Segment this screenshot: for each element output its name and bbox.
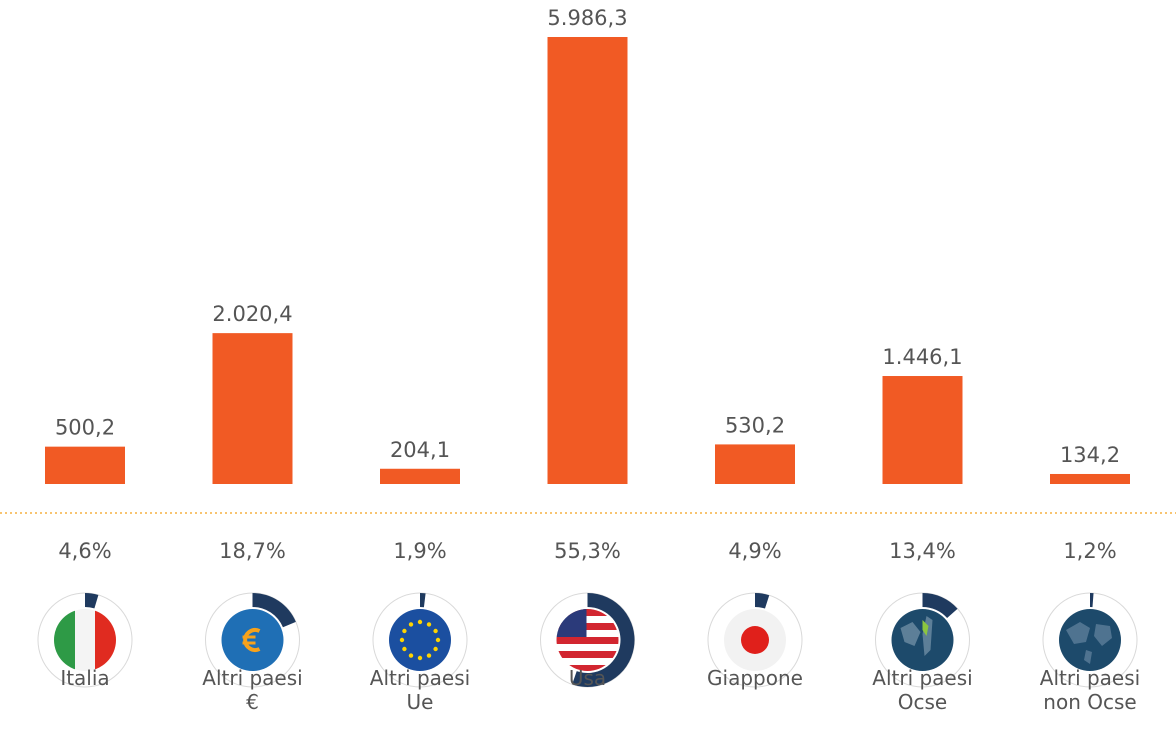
flag-part xyxy=(556,637,619,644)
flag-part xyxy=(741,626,769,654)
euro-sign xyxy=(243,628,261,652)
flag-part xyxy=(556,644,619,651)
bar xyxy=(380,468,460,484)
share-arc xyxy=(572,593,635,687)
star xyxy=(399,637,405,643)
bar xyxy=(1050,473,1130,484)
globe xyxy=(891,609,954,671)
star xyxy=(408,622,414,627)
value-label: 1.446,1 xyxy=(882,345,962,369)
category-label: Usa xyxy=(568,666,607,690)
star xyxy=(402,646,407,652)
flag-part xyxy=(556,616,619,623)
land xyxy=(1066,622,1112,664)
bar xyxy=(882,376,963,484)
share-label: 18,7% xyxy=(219,539,286,563)
share-label: 4,6% xyxy=(58,539,111,563)
flag-part xyxy=(556,630,619,637)
flag-icon xyxy=(1059,609,1121,671)
category-label: Italia xyxy=(60,666,110,690)
star xyxy=(426,653,432,658)
share-arc xyxy=(252,593,296,628)
flag-part xyxy=(95,609,116,671)
bar xyxy=(547,37,628,484)
star xyxy=(435,637,441,643)
flag-part xyxy=(556,623,619,630)
value-label: 204,1 xyxy=(390,438,450,462)
value-label: 530,2 xyxy=(725,413,785,437)
star xyxy=(433,628,438,634)
flag-icon xyxy=(54,609,116,671)
star xyxy=(426,622,432,627)
share-arc xyxy=(1090,593,1094,608)
value-label: 2.020,4 xyxy=(212,302,292,326)
flag-part xyxy=(556,609,619,616)
flag-part xyxy=(54,609,75,671)
share-label: 55,3% xyxy=(554,539,621,563)
star xyxy=(433,646,438,652)
share-arc xyxy=(922,593,958,619)
share-label: 13,4% xyxy=(889,539,956,563)
category-label: Altri paesi € xyxy=(202,666,303,714)
flag-part xyxy=(75,609,95,671)
flag-icon xyxy=(389,609,451,671)
land xyxy=(922,620,929,636)
category-label: Giappone xyxy=(707,666,803,690)
bar xyxy=(212,333,293,484)
share-label: 1,2% xyxy=(1063,539,1116,563)
value-label: 134,2 xyxy=(1060,443,1120,467)
share-arc xyxy=(755,593,770,609)
star xyxy=(408,653,414,658)
bar xyxy=(715,444,795,484)
share-arc xyxy=(85,593,99,609)
share-label: 4,9% xyxy=(728,539,781,563)
flag-part xyxy=(556,651,619,658)
star xyxy=(402,628,407,634)
star xyxy=(417,619,423,625)
flag-part xyxy=(556,665,619,671)
share-label: 1,9% xyxy=(393,539,446,563)
flag-icon xyxy=(724,609,786,671)
value-label: 5.986,3 xyxy=(547,6,627,30)
value-label: 500,2 xyxy=(55,416,115,440)
share-arc xyxy=(420,593,426,608)
flag-part xyxy=(556,658,619,665)
flag-icon xyxy=(221,609,284,671)
flag-part xyxy=(221,609,284,671)
star xyxy=(417,655,423,661)
flag-icon xyxy=(556,609,619,671)
category-label: Altri paesi non Ocse xyxy=(1039,666,1141,714)
bar xyxy=(45,446,125,484)
category-label: Altri paesi Ue xyxy=(369,666,471,714)
flag-part xyxy=(389,609,451,671)
flag-icon xyxy=(891,609,954,671)
category-label: Altri paesi Ocse xyxy=(872,666,973,714)
